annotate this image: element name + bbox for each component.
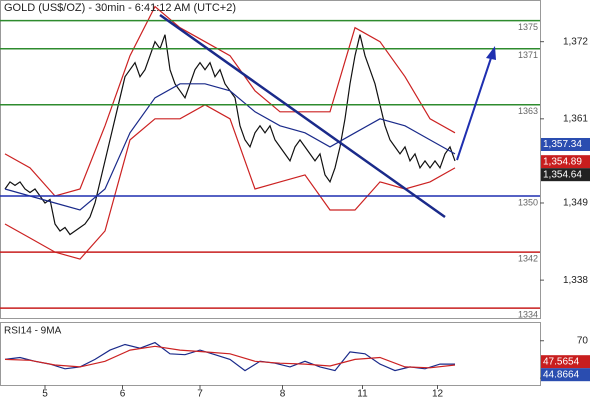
level-label: 1363 [518, 106, 538, 116]
x-tick-label: 12 [432, 389, 444, 400]
y-tick-label: 1,349 [563, 198, 588, 209]
level-label: 1350 [518, 197, 538, 207]
price-box [541, 355, 590, 369]
series-line [4, 104, 456, 260]
trend-line [159, 13, 446, 219]
marks [0, 5, 540, 372]
level-label: 1371 [518, 50, 538, 60]
y-tick-label: 1,361 [563, 113, 588, 124]
series-line [4, 83, 456, 211]
price-label: 44.8664 [543, 369, 580, 380]
y-tick-label: 1,338 [563, 275, 588, 286]
x-tick-label: 6 [120, 389, 126, 400]
series-line [4, 5, 456, 197]
price-label: 1,357.34 [543, 139, 582, 150]
x-tick-label: 7 [197, 389, 203, 400]
rsi-title: RSI14 - 9MA [4, 326, 62, 337]
price-panel [0, 0, 541, 319]
forecast-arrow [456, 57, 492, 161]
y-tick-label: 1,372 [563, 36, 588, 47]
price-box [541, 155, 590, 169]
level-label: 1334 [518, 310, 538, 320]
arrow-head [486, 46, 496, 60]
x-tick-label: 11 [357, 389, 368, 400]
chart-title: GOLD (US$/OZ) - 30min - 6:41:12 AM (UTC+… [4, 2, 236, 14]
price-label: 47.5654 [543, 356, 580, 367]
level-label: 1375 [518, 22, 538, 32]
x-tick-label: 8 [280, 389, 286, 400]
x-tick-label: 5 [42, 389, 48, 400]
level-label: 1342 [518, 253, 538, 263]
series-line [4, 345, 456, 369]
rsi-panel [0, 322, 541, 386]
price-label: 1,354.89 [543, 156, 582, 167]
price-box [541, 137, 590, 151]
price-box [541, 168, 590, 182]
y-tick-label: 70 [577, 335, 589, 346]
price-label: 1,354.64 [543, 169, 582, 180]
price-box [541, 368, 590, 382]
